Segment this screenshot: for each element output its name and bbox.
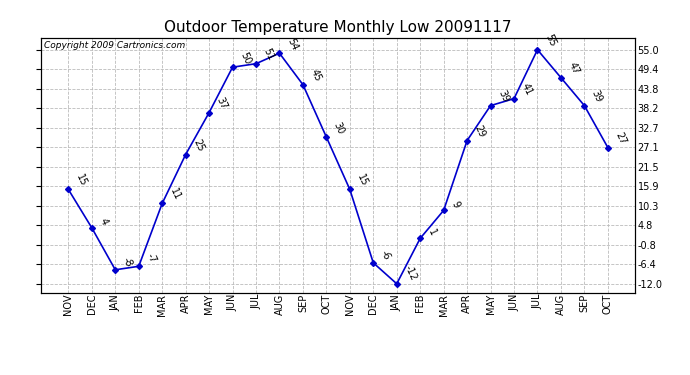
Title: Outdoor Temperature Monthly Low 20091117: Outdoor Temperature Monthly Low 20091117 — [164, 20, 512, 35]
Text: 30: 30 — [332, 120, 346, 136]
Text: 4: 4 — [97, 217, 109, 226]
Text: 9: 9 — [449, 199, 461, 209]
Text: 41: 41 — [520, 82, 534, 97]
Text: 25: 25 — [191, 138, 206, 153]
Text: 1: 1 — [426, 227, 437, 237]
Text: 15: 15 — [355, 172, 370, 188]
Text: 27: 27 — [613, 130, 628, 146]
Text: -6: -6 — [379, 249, 392, 261]
Text: 50: 50 — [238, 50, 253, 66]
Text: -7: -7 — [144, 252, 157, 265]
Text: 15: 15 — [74, 172, 88, 188]
Text: Copyright 2009 Cartronics.com: Copyright 2009 Cartronics.com — [44, 41, 186, 50]
Text: 51: 51 — [262, 47, 276, 62]
Text: 55: 55 — [543, 33, 558, 48]
Text: 39: 39 — [496, 89, 511, 104]
Text: -12: -12 — [402, 264, 418, 282]
Text: 54: 54 — [285, 36, 299, 52]
Text: 39: 39 — [590, 89, 604, 104]
Text: 37: 37 — [215, 96, 229, 111]
Text: 47: 47 — [566, 61, 581, 76]
Text: 45: 45 — [308, 68, 323, 83]
Text: 11: 11 — [168, 187, 182, 202]
Text: 29: 29 — [473, 124, 487, 139]
Text: -8: -8 — [121, 255, 134, 268]
